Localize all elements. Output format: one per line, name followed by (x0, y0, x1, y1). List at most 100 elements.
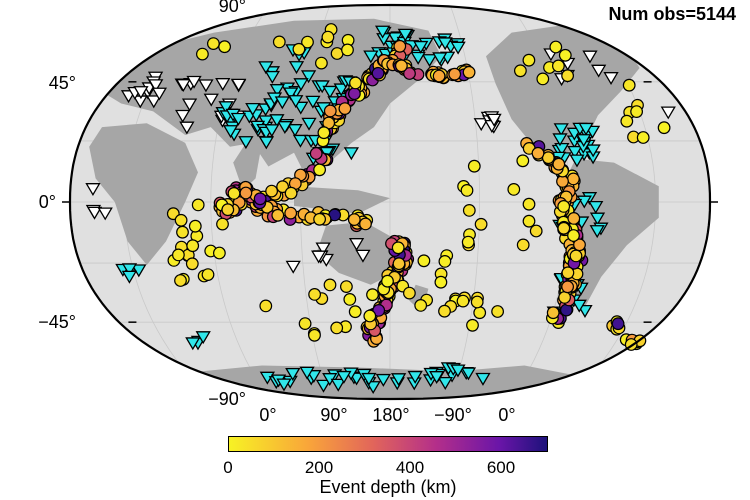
station-marker (285, 260, 301, 274)
event-circle (561, 69, 574, 83)
station-marker (429, 371, 445, 385)
event-circle (393, 39, 407, 53)
station-marker (179, 121, 195, 135)
station-marker (375, 373, 391, 387)
event-circle (460, 183, 474, 197)
lat-label-0: 0° (38, 192, 56, 212)
station-marker (293, 78, 309, 92)
event-circle (321, 30, 335, 44)
event-circle (552, 157, 566, 171)
station-marker (571, 299, 587, 313)
colorbar-tick-400: 400 (395, 458, 425, 477)
station-marker (410, 51, 426, 65)
event-circle (347, 213, 361, 227)
event-circle (557, 199, 571, 213)
event-circle (466, 318, 479, 332)
event-circle (507, 182, 521, 196)
event-circle (343, 293, 357, 306)
event-circle (473, 306, 487, 320)
event-circle (313, 212, 327, 226)
event-circle (206, 37, 220, 50)
event-circle (191, 198, 205, 212)
station-marker (589, 225, 605, 239)
event-circle (391, 241, 405, 255)
event-circle (474, 217, 488, 231)
station-marker (576, 134, 592, 148)
event-circle (403, 67, 416, 80)
event-circle (323, 278, 337, 292)
earthquake-events (166, 23, 671, 351)
station-marker (363, 50, 379, 64)
event-circle (308, 328, 321, 342)
station-marker (288, 61, 305, 75)
event-circle (188, 219, 202, 233)
station-marker (330, 378, 346, 392)
event-circle (323, 104, 337, 118)
event-circle (438, 304, 451, 318)
station-marker (591, 64, 607, 78)
event-circle (372, 304, 386, 317)
station-marker (301, 117, 317, 131)
station-marker (175, 109, 191, 123)
event-circle (403, 286, 416, 300)
event-circle (531, 146, 545, 160)
station-marker (97, 207, 113, 221)
event-circle (462, 203, 476, 217)
lon-label-0-east: 0° (498, 405, 516, 425)
station-marker (264, 124, 280, 138)
lon-label-90w: −90° (434, 405, 472, 425)
station-marker (348, 238, 365, 252)
station-marker (437, 376, 453, 390)
observation-count: Num obs=5144 (608, 4, 736, 24)
event-circle (392, 257, 406, 271)
event-circle (174, 213, 188, 227)
station-marker (276, 378, 292, 392)
colorbar-tick-0: 0 (223, 458, 233, 477)
station-marker (554, 142, 570, 156)
station-marker (185, 337, 201, 351)
event-circle (298, 317, 312, 331)
event-circle (308, 288, 322, 301)
event-circle (467, 159, 481, 173)
lat-label-90s: −90° (208, 389, 246, 409)
event-circle (434, 275, 448, 289)
lon-label-0: 0° (259, 405, 277, 425)
station-marker (450, 41, 466, 55)
station-marker (311, 250, 327, 264)
station-marker (475, 372, 491, 386)
event-circle (284, 206, 298, 220)
event-circle (185, 257, 199, 271)
event-circle (561, 280, 574, 294)
event-circle (630, 105, 643, 118)
event-circle (272, 35, 286, 49)
station-marker (215, 78, 231, 91)
event-circle (348, 305, 362, 319)
station-marker (578, 122, 594, 136)
station-marker (374, 25, 391, 39)
event-circle (522, 53, 536, 67)
landmass-india (233, 142, 262, 191)
event-circle (620, 114, 634, 128)
event-circle (461, 235, 475, 249)
event-circle (186, 239, 200, 253)
event-circle (561, 266, 575, 280)
event-circle (317, 126, 331, 140)
lat-label-90n: 90° (218, 0, 246, 16)
event-circle (417, 254, 431, 268)
colorbar-tick-600: 600 (486, 458, 516, 477)
event-circle (174, 274, 187, 287)
station-marker (175, 79, 191, 93)
event-circle (309, 147, 323, 160)
event-circle (216, 217, 229, 231)
lon-label-90e: 90° (320, 405, 348, 425)
event-circle (567, 229, 580, 242)
event-circle (558, 48, 572, 62)
event-circle (292, 42, 306, 56)
station-marker (322, 85, 338, 99)
event-circle (348, 87, 361, 101)
event-circle (567, 211, 581, 225)
event-circle (529, 224, 543, 238)
station-marker (589, 212, 606, 226)
colorbar-title: Event depth (km) (319, 477, 457, 497)
